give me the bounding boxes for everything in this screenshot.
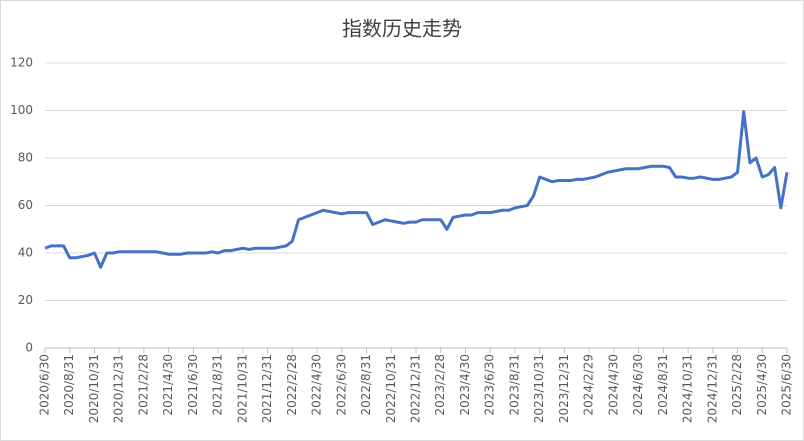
x-tick-label: 2022/12/31	[409, 354, 423, 423]
x-tick-label: 2021/2/28	[136, 354, 150, 416]
x-tick-label: 2024/12/31	[705, 354, 719, 423]
x-tick-label: 2024/8/31	[656, 354, 670, 416]
x-tick-label: 2020/8/31	[62, 354, 76, 416]
x-tick-label: 2024/2/29	[582, 354, 596, 416]
x-tick-label: 2024/6/30	[631, 354, 645, 416]
x-tick-label: 2025/2/28	[730, 354, 744, 416]
x-tick-label: 2022/4/30	[310, 354, 324, 416]
y-tick-label: 120	[10, 56, 33, 70]
x-tick-label: 2023/10/31	[532, 354, 546, 423]
x-tick-label: 2021/12/31	[260, 354, 274, 423]
x-tick-label: 2023/12/31	[557, 354, 571, 423]
x-tick-label: 2022/6/30	[334, 354, 348, 416]
y-tick-label: 80	[18, 151, 33, 165]
x-tick-label: 2022/10/31	[384, 354, 398, 423]
x-tick-label: 2021/8/31	[211, 354, 225, 416]
x-tick-label: 2025/4/30	[755, 354, 769, 416]
x-tick-label: 2023/8/31	[507, 354, 521, 416]
x-tick-label: 2025/6/30	[780, 354, 794, 416]
x-tick-label: 2024/10/31	[681, 354, 695, 423]
y-tick-label: 60	[18, 198, 33, 212]
x-tick-label: 2022/8/31	[359, 354, 373, 416]
x-tick-label: 2023/4/30	[458, 354, 472, 416]
x-tick-label: 2022/2/28	[285, 354, 299, 416]
x-tick-label: 2023/2/28	[433, 354, 447, 416]
line	[44, 110, 789, 269]
y-tick-label: 0	[25, 341, 33, 355]
x-tick-label: 2021/4/30	[161, 354, 175, 416]
chart-title: 指数历史走势	[342, 17, 462, 41]
y-tick-label: 40	[18, 246, 33, 260]
x-tick-label: 2021/10/31	[235, 354, 249, 423]
x-tick-label: 2021/6/30	[186, 354, 200, 416]
y-tick-label: 20	[18, 293, 33, 307]
x-tick-label: 2020/12/31	[112, 354, 126, 423]
x-tick-label: 2023/6/30	[483, 354, 497, 416]
y-tick-label: 100	[10, 103, 33, 117]
x-tick-label: 2020/10/31	[87, 354, 101, 423]
x-tick-label: 2024/4/30	[606, 354, 620, 416]
x-tick-label: 2020/6/30	[38, 354, 52, 416]
